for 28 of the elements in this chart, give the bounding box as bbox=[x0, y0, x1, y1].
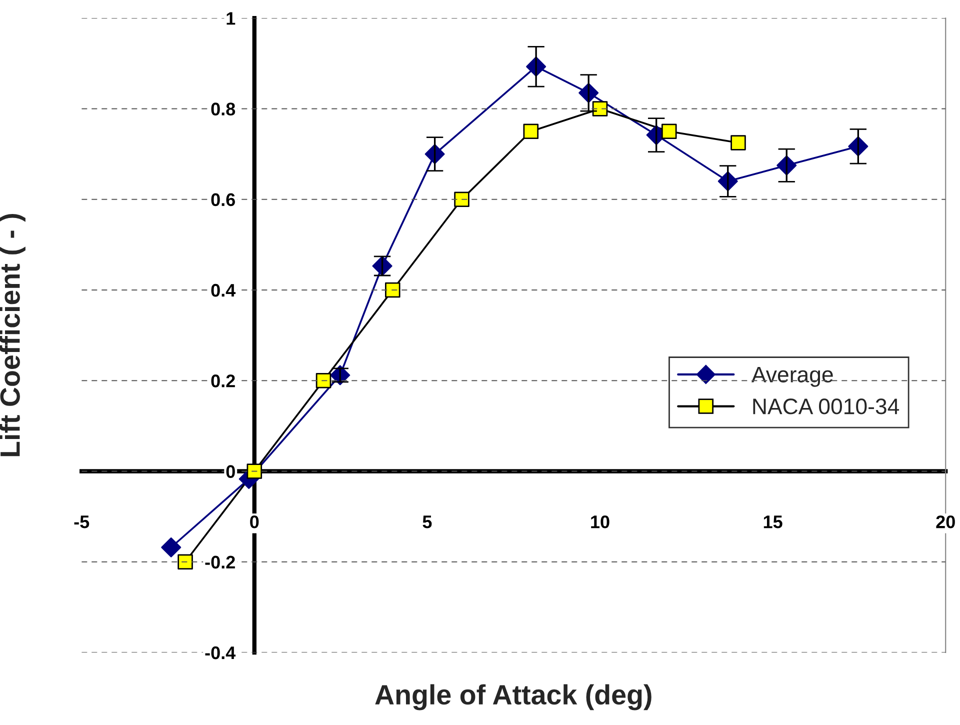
point bbox=[178, 554, 193, 570]
x-tick-label: 20 bbox=[936, 515, 955, 528]
x-tick-label: 0 bbox=[250, 515, 259, 528]
y-tick-label: 0 bbox=[226, 465, 235, 478]
y-tick-label: 0.4 bbox=[211, 284, 236, 297]
x-tick-label: 10 bbox=[591, 515, 610, 528]
x-tick-label: 5 bbox=[422, 516, 432, 528]
point bbox=[661, 124, 677, 140]
legend-label: Average bbox=[751, 366, 833, 387]
y-axis-title: Lift Coefficient ( - ) bbox=[0, 214, 26, 456]
point bbox=[592, 101, 608, 116]
y-tick-label: 1 bbox=[226, 12, 236, 25]
y-tick-label: 0.6 bbox=[211, 193, 235, 206]
point bbox=[454, 192, 470, 208]
point bbox=[161, 537, 182, 558]
y-tick-label: -0.4 bbox=[205, 646, 236, 660]
x-tick-label: 15 bbox=[764, 516, 782, 528]
point bbox=[523, 124, 539, 140]
y-tick-label: 0.2 bbox=[211, 374, 235, 388]
point bbox=[246, 464, 262, 479]
y-tick-label: -0.2 bbox=[205, 556, 235, 569]
legend-label: NACA 0010-34 bbox=[753, 398, 900, 414]
x-axis-title: Angle of Attack (deg) bbox=[375, 684, 652, 710]
y-tick-label: 0.8 bbox=[211, 102, 236, 116]
x-tick-label: -5 bbox=[74, 516, 90, 528]
point bbox=[730, 135, 746, 150]
point bbox=[316, 372, 332, 388]
point bbox=[385, 282, 400, 298]
